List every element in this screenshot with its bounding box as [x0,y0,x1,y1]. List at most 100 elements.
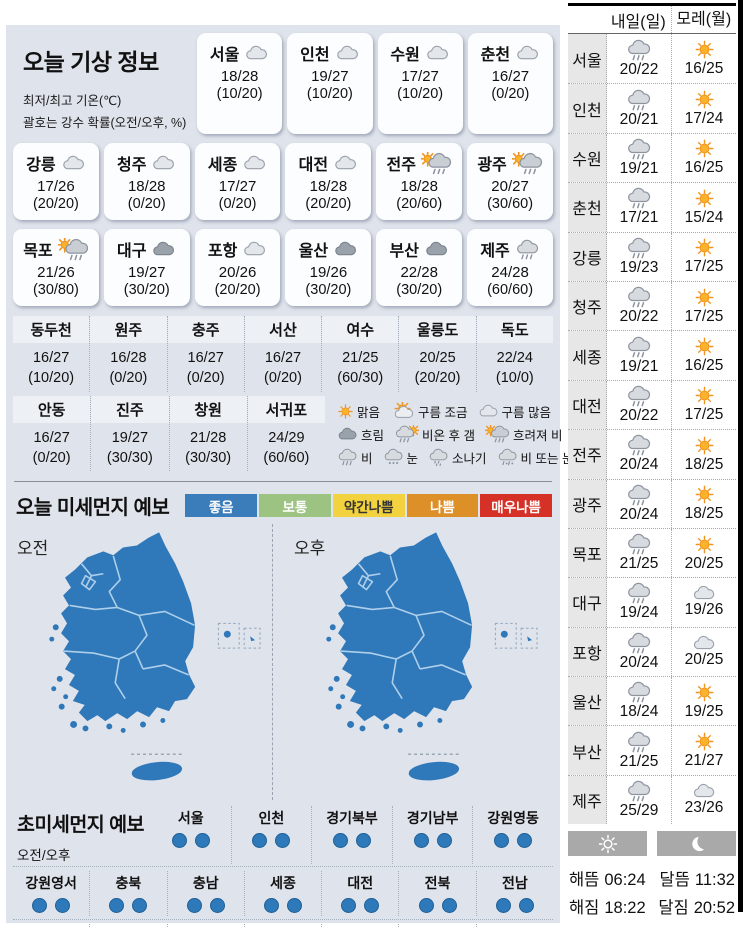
dark-cloud-icon [153,241,175,256]
extra-cities-table-2: 안동 16/27 (0/20) 진주 19/27 (30/30) 창원 21/28(… [13,395,325,472]
sun-icon [695,238,713,257]
extra-city-name: 여수 [322,316,399,343]
cloud-icon [244,155,266,170]
extra-city-여수: 여수 21/25 (60/30) [322,316,400,392]
forecast-temp: 19/23 [619,258,659,276]
city-name: 전주 [386,157,416,174]
forecast-row-광주: 광주 20/24 18/25 [568,478,736,528]
sun-outline-icon [598,834,617,854]
extra-city-values: 22/24 (10/0) [495,350,534,387]
sun-bar [568,831,647,857]
city-name: 서울 [209,47,240,64]
extra-city-values: 20/25 (20/20) [414,350,461,387]
extra-city-name: 울릉도 [399,316,476,343]
forecast-temp: 21/25 [619,555,659,573]
extra-city-name: 충주 [167,316,244,343]
forecast-city: 대전 [568,380,607,430]
temp-note: 최저/최고 기온(℃) [23,94,122,108]
region-name: 대전 [347,875,374,892]
forecast-temp: 20/24 [619,653,659,671]
city-temp: 17/27 [401,68,439,85]
moonset-time: 달짐 20:52 [658,899,735,918]
forecast-overmorrow: 17/25 [671,232,736,281]
extra-city-values: 16/27 (0/20) [186,350,225,387]
page-right-border [738,0,743,912]
forecast-temp: 20/24 [619,456,659,474]
extra-city-충주: 충주 16/27 (0/20) [167,316,245,392]
city-rain-prob: (10/20) [306,86,353,102]
forecast-city: 서울 [568,34,607,84]
forecast-row-제주: 제주 25/29 23/26 [568,774,736,825]
dust-dot-pm [275,833,291,849]
cloud-icon [244,241,266,256]
extra-city-name: 서귀포 [247,395,325,423]
korea-dust-map [325,532,538,781]
region-경북: 경북 [90,924,168,928]
dust-dot-pm [55,898,71,914]
forecast-temp: 17/21 [619,209,659,227]
extra-city-values: 16/27 (10/20) [28,350,75,387]
region-전북: 전북 [399,871,477,917]
header-row: 오늘 기상 정보 최저/최고 기온(℃) 괄호는 강수 확률(오전/오후, %)… [6,25,560,134]
city-temp: 19/26 [309,264,348,281]
forecast-row-청주: 청주 20/22 17/25 [568,280,736,331]
legend-label: 흐려져 비 [512,428,563,443]
sun-moon-bars [568,831,736,857]
region-경기북부: 경기북부 [312,806,393,865]
cloud-icon [693,586,715,600]
city-temp: 16/27 [491,68,530,85]
city-cards-row-2: 강릉 17/26 (20/20) 청주 18/28 (0/20) 세종 17/2… [6,143,560,220]
rain-cloud-icon [628,188,651,209]
dust-dot-am [32,898,48,914]
city-temp: 19/27 [311,68,349,85]
forecast-temp: 18/25 [684,455,724,473]
dust-level-보통: 보통 [259,494,331,518]
cloud-icon [427,45,448,60]
rain-cloud-icon [628,533,651,555]
city-rain-prob: (0/20) [218,196,257,212]
region-광주: 광주 [13,924,91,928]
dust-level-나쁨: 나쁨 [406,494,479,518]
region-인천: 인천 [232,806,313,865]
dust-dot-pm [518,898,534,914]
cloud-icon [153,155,175,170]
sun-icon [695,337,713,356]
extra-city-name: 진주 [91,395,169,423]
forecast-overmorrow: 15/24 [671,183,736,232]
city-rain-prob: (20/60) [396,196,443,212]
forecast-city: 전주 [568,430,607,479]
city-name: 대구 [117,243,147,260]
forecast-row-대전: 대전 20/22 17/25 [568,379,736,430]
fine-dust-row-3: 광주 경북 대구 경남 [13,919,553,928]
forecast-city: 대구 [568,578,607,627]
dust-map-pm: 오후 [283,522,560,804]
sun-rain-icon [511,151,542,174]
city-rain-prob: (60/60) [487,282,534,298]
city-card-세종: 세종 17/27 (0/20) [194,143,281,220]
region-울산: 울산 [322,924,400,928]
city-temp: 21/26 [37,264,75,281]
forecast-city: 울산 [568,677,607,726]
forecast-temp: 17/24 [684,110,724,128]
forecast-temp: 20/22 [619,406,659,424]
forecast-temp: 20/25 [684,650,724,668]
region-충남: 충남 [168,871,245,917]
forecast-overmorrow: 17/24 [671,84,736,133]
sun-rain-icon [484,425,509,443]
forecast-city: 세종 [568,331,607,380]
forecast-city: 수원 [568,133,607,183]
region-세종: 세종 [245,871,323,917]
sunrise-time: 해뜸 06:24 [569,871,646,890]
extra-city-원주: 원주 16/28 (0/20) [90,316,168,392]
region-name: 전남 [501,875,528,892]
dust-dot-am [263,898,279,914]
sun-rain-icon [420,151,452,174]
forecast-overmorrow: 18/25 [671,430,736,479]
region-name: 세종 [270,875,296,892]
region-name: 서울 [177,810,204,827]
city-name: 춘천 [480,47,511,64]
forecast-tomorrow: 21/25 [607,726,671,774]
extra-city-독도: 독도 22/24 (10/0) [476,316,553,392]
rain-cloud-icon [628,632,651,654]
moonrise-time: 달뜸 11:32 [659,871,735,890]
